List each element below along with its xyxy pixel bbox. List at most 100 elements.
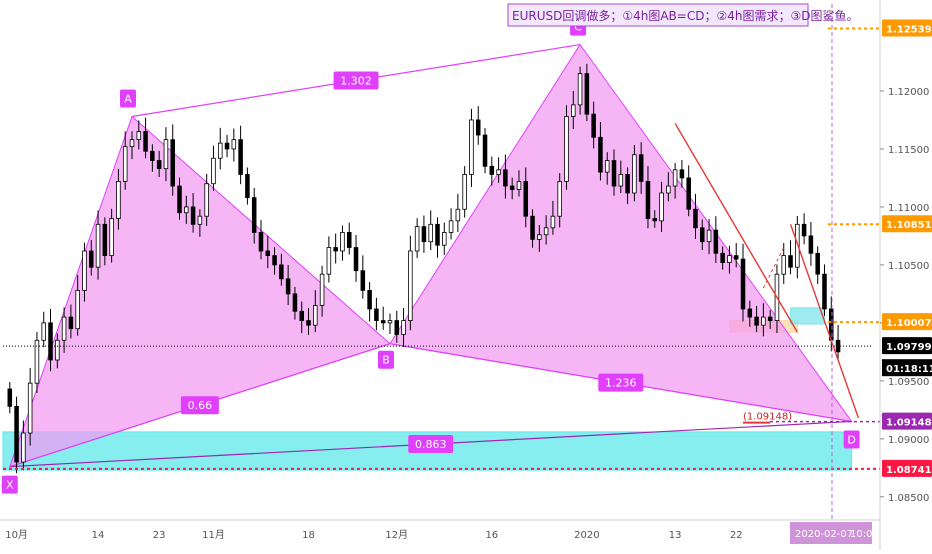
candle-body xyxy=(469,119,474,175)
price-label-text: 1.09799 xyxy=(886,342,932,353)
chart-title: EURUSD回调做多；①4h图AB=CD；②4h图需求；③D图鲨鱼。 xyxy=(512,8,858,23)
candle-body xyxy=(211,157,216,185)
pattern-point-d: D xyxy=(843,430,860,449)
price-tick-label: 1.12000 xyxy=(888,87,929,98)
candle-body xyxy=(319,273,325,306)
candle-body xyxy=(550,215,556,229)
candle-body xyxy=(625,174,630,194)
candle-body xyxy=(537,234,542,240)
price-label-bg xyxy=(882,19,932,37)
candle-body xyxy=(150,150,155,161)
candle-body xyxy=(706,229,712,243)
candle-body xyxy=(245,174,250,199)
candle-body xyxy=(272,255,277,266)
candle-body xyxy=(122,146,128,182)
ratio-label-bg xyxy=(180,396,219,415)
candle-body xyxy=(34,339,40,384)
pattern-point-bg xyxy=(843,430,860,449)
candle-body xyxy=(48,322,53,361)
candle-body xyxy=(591,113,596,138)
candle-body xyxy=(455,208,461,222)
ratio-label-text: 1.302 xyxy=(340,75,372,88)
price-label-tag: 1.12539 xyxy=(882,19,932,37)
price-label-bg xyxy=(882,412,932,430)
candle-body xyxy=(598,136,603,173)
time-tick-label: 23 xyxy=(153,530,166,541)
time-tick-label: 2020 xyxy=(574,530,599,541)
candle-body xyxy=(727,255,732,263)
candle-body xyxy=(346,232,352,248)
price-tick-label: 1.11500 xyxy=(888,145,929,156)
candle-body xyxy=(666,185,671,194)
crosshair-time-bg xyxy=(790,522,872,544)
candle-body xyxy=(374,308,379,321)
time-tick-label: 22 xyxy=(730,530,743,541)
d-annotation: (1.09148) xyxy=(743,412,792,423)
candle-body xyxy=(611,160,617,187)
candle-body xyxy=(740,258,746,310)
red-trendline-1 xyxy=(674,123,798,333)
candle-body xyxy=(767,316,773,321)
candle-body xyxy=(333,247,338,252)
candle-body xyxy=(238,139,243,175)
candle-body xyxy=(509,185,515,190)
countdown-text: 01:18:11 xyxy=(886,364,932,375)
candle-body xyxy=(129,139,135,148)
candle-body xyxy=(428,223,433,243)
candle-body xyxy=(61,316,67,341)
candle-body xyxy=(251,197,257,233)
candle-body xyxy=(95,223,101,268)
price-label-tag: 1.09799 xyxy=(882,337,932,355)
candle-body xyxy=(82,250,87,291)
price-label-text: 1.12539 xyxy=(886,24,932,35)
candle-body xyxy=(299,310,304,321)
candle-body xyxy=(340,232,345,252)
candle-body xyxy=(822,273,827,310)
candle-body xyxy=(21,432,26,463)
price-tick-label: 1.08500 xyxy=(888,493,929,504)
pattern-point-bg xyxy=(1,475,18,494)
candle-body xyxy=(163,139,169,170)
candle-body xyxy=(367,290,372,310)
time-tick-label: 16 xyxy=(485,530,498,541)
candle-body xyxy=(781,255,787,275)
red-dashed-projection xyxy=(762,247,785,289)
candle-body xyxy=(360,270,366,291)
candle-body xyxy=(197,215,203,225)
price-label-tag: 1.09148 xyxy=(882,412,932,430)
candle-body xyxy=(170,139,175,187)
pattern-point-letter: B xyxy=(382,354,390,367)
ratio-label: 0.66 xyxy=(180,396,219,415)
candle-body xyxy=(700,227,705,243)
price-label-bg xyxy=(882,459,932,477)
candle-body xyxy=(231,139,237,150)
candle-body xyxy=(353,247,359,272)
candle-body xyxy=(41,322,47,341)
pattern-point-x: X xyxy=(1,475,18,494)
candle-body xyxy=(136,131,142,141)
candle-body xyxy=(313,305,318,326)
price-tick-label: 1.11000 xyxy=(888,203,929,214)
pattern-point-letter: A xyxy=(124,92,132,105)
candle-body xyxy=(156,160,162,170)
price-label-bg xyxy=(882,337,932,355)
price-label-bg xyxy=(882,313,932,331)
pattern-point-bg xyxy=(119,89,136,108)
pattern-point-bg xyxy=(377,350,394,369)
candle-body xyxy=(686,177,691,210)
ratio-label-bg xyxy=(598,373,644,392)
candle-body xyxy=(713,229,719,254)
ratio-label-bg xyxy=(333,71,379,90)
candle-body xyxy=(618,174,624,187)
price-label-text: 1.08741 xyxy=(886,465,932,476)
candle-body xyxy=(645,181,651,219)
candle-body xyxy=(75,290,80,330)
candle-body xyxy=(177,185,182,214)
candle-body xyxy=(571,104,576,117)
candle-body xyxy=(530,215,535,240)
candle-body xyxy=(421,226,427,243)
candle-body xyxy=(801,223,807,237)
countdown-bg xyxy=(882,359,932,377)
candle-body xyxy=(116,181,121,219)
